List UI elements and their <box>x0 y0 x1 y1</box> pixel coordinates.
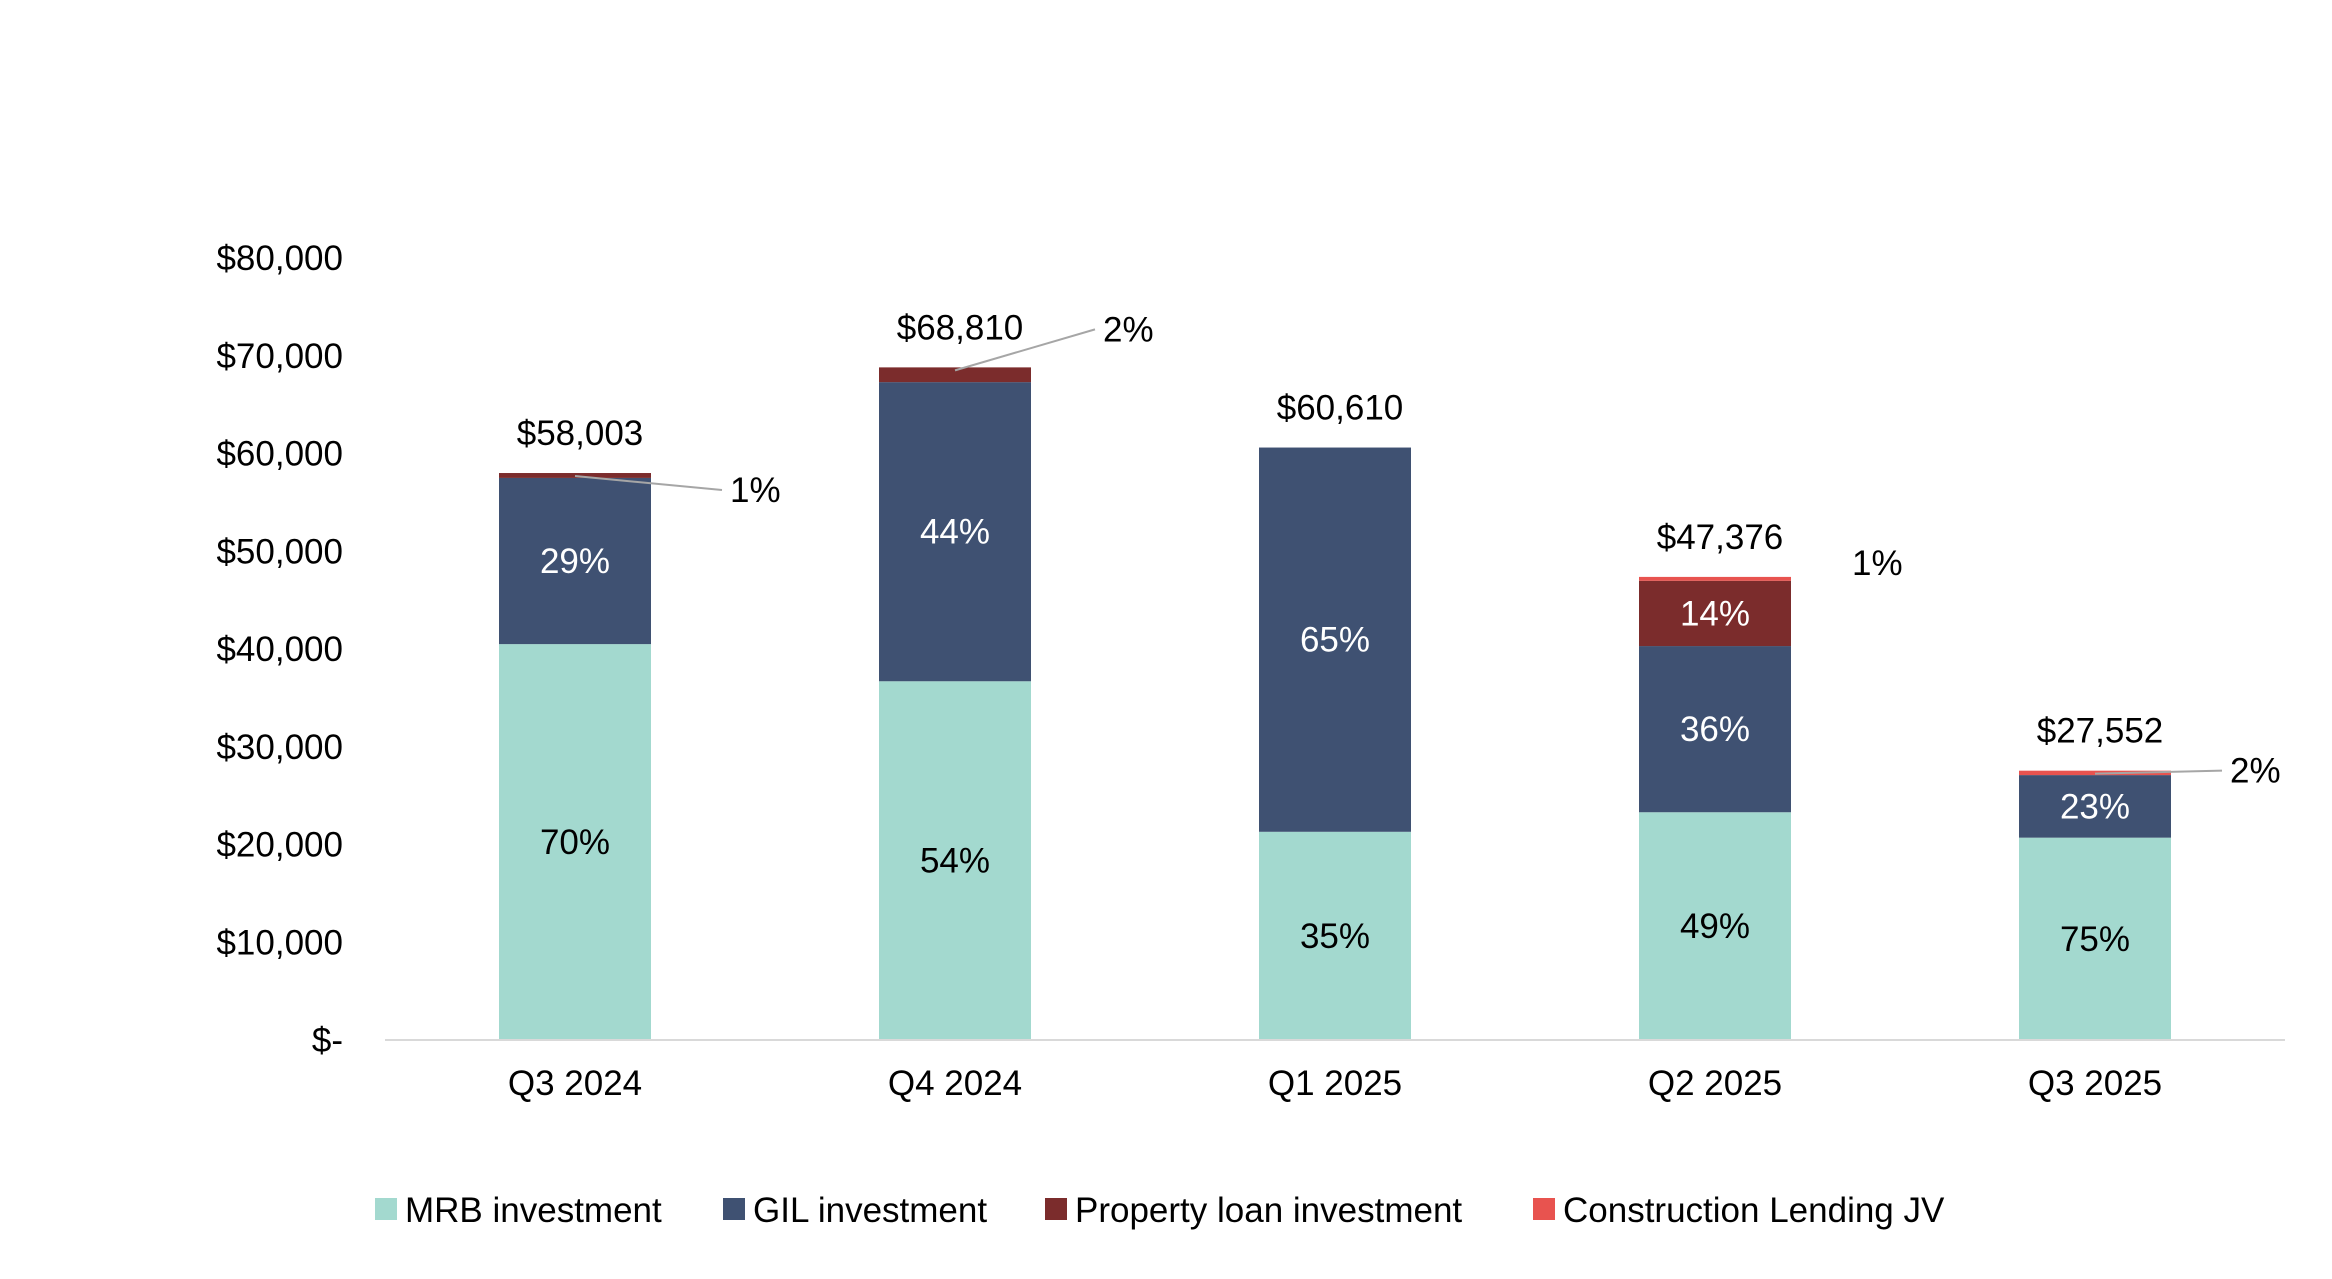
segment-label: 44% <box>920 513 990 552</box>
y-tick-label: $50,000 <box>216 532 343 571</box>
callout-label: 1% <box>730 471 781 510</box>
x-tick-label: Q3 2025 <box>2028 1064 2162 1103</box>
callout-leader-line <box>574 475 723 492</box>
legend-swatch <box>375 1198 397 1220</box>
legend-swatch <box>1533 1198 1555 1220</box>
y-axis: $- $10,000 $20,000 $30,000 $40,000 $50,000 $60… <box>216 239 343 1060</box>
y-tick-label: $60,000 <box>216 435 343 474</box>
total-label: $47,376 <box>1657 518 1784 557</box>
bar-segment <box>1639 812 1791 1040</box>
legend-label: MRB investment <box>405 1191 662 1230</box>
legend: MRB investment GIL investment Property loa… <box>375 1191 1945 1230</box>
total-label: $58,003 <box>517 414 644 453</box>
callout-leader-line <box>954 328 1096 372</box>
bar-segment <box>1259 831 1411 1040</box>
y-tick-label: $80,000 <box>216 239 343 278</box>
y-tick-label: $10,000 <box>216 923 343 962</box>
x-tick-label: Q2 2025 <box>1648 1064 1782 1103</box>
bar-segment <box>1259 447 1411 832</box>
bar-segment <box>1639 576 1791 581</box>
callout-label: 1% <box>1852 544 1903 583</box>
legend-label: GIL investment <box>753 1191 987 1230</box>
legend-swatch <box>1045 1198 1067 1220</box>
segment-label: 29% <box>540 542 610 581</box>
callout-leader-line <box>2094 769 2223 775</box>
segment-label: 65% <box>1300 621 1370 660</box>
y-tick-label: $20,000 <box>216 826 343 865</box>
callouts: 1% 2% 1% 2% <box>574 310 2281 791</box>
segment-label: 23% <box>2060 787 2130 826</box>
callout-label: 2% <box>2230 752 2281 791</box>
y-tick-label: $- <box>312 1021 343 1060</box>
bar-segment <box>2019 837 2171 1040</box>
total-label: $27,552 <box>2037 712 2164 751</box>
legend-label: Property loan investment <box>1075 1191 1462 1230</box>
total-label: $60,610 <box>1277 389 1404 428</box>
bar-segment <box>879 367 1031 383</box>
x-tick-label: Q4 2024 <box>888 1064 1022 1103</box>
bar-segment <box>879 382 1031 682</box>
y-tick-label: $40,000 <box>216 630 343 669</box>
y-tick-label: $70,000 <box>216 337 343 376</box>
segment-label: 75% <box>2060 920 2130 959</box>
bar-segment <box>1639 646 1791 813</box>
x-axis: Q3 2024 Q4 2024 Q1 2025 Q2 2025 Q3 2025 <box>385 1039 2285 1103</box>
bar-segment <box>1639 580 1791 647</box>
segment-label: 54% <box>920 842 990 881</box>
callout-label: 2% <box>1103 310 1154 349</box>
segment-label: 36% <box>1680 710 1750 749</box>
segment-label: 49% <box>1680 907 1750 946</box>
legend-swatch <box>723 1198 745 1220</box>
bar-segment <box>499 473 651 478</box>
total-label: $68,810 <box>897 308 1024 347</box>
bar-segment <box>499 477 651 645</box>
bars-area: 70% 29% $58,003 54% 44% $68,810 35% 65% $60,610 4… <box>499 308 2171 1040</box>
x-tick-label: Q3 2024 <box>508 1064 642 1103</box>
bar-segment <box>879 681 1031 1040</box>
y-tick-label: $30,000 <box>216 728 343 767</box>
bar-segment <box>499 644 651 1040</box>
segment-label: 35% <box>1300 917 1370 956</box>
segment-label: 70% <box>540 823 610 862</box>
segment-label: 14% <box>1680 594 1750 633</box>
bar-segment <box>2019 775 2171 838</box>
legend-label: Construction Lending JV <box>1563 1191 1945 1230</box>
x-tick-label: Q1 2025 <box>1268 1064 1402 1103</box>
